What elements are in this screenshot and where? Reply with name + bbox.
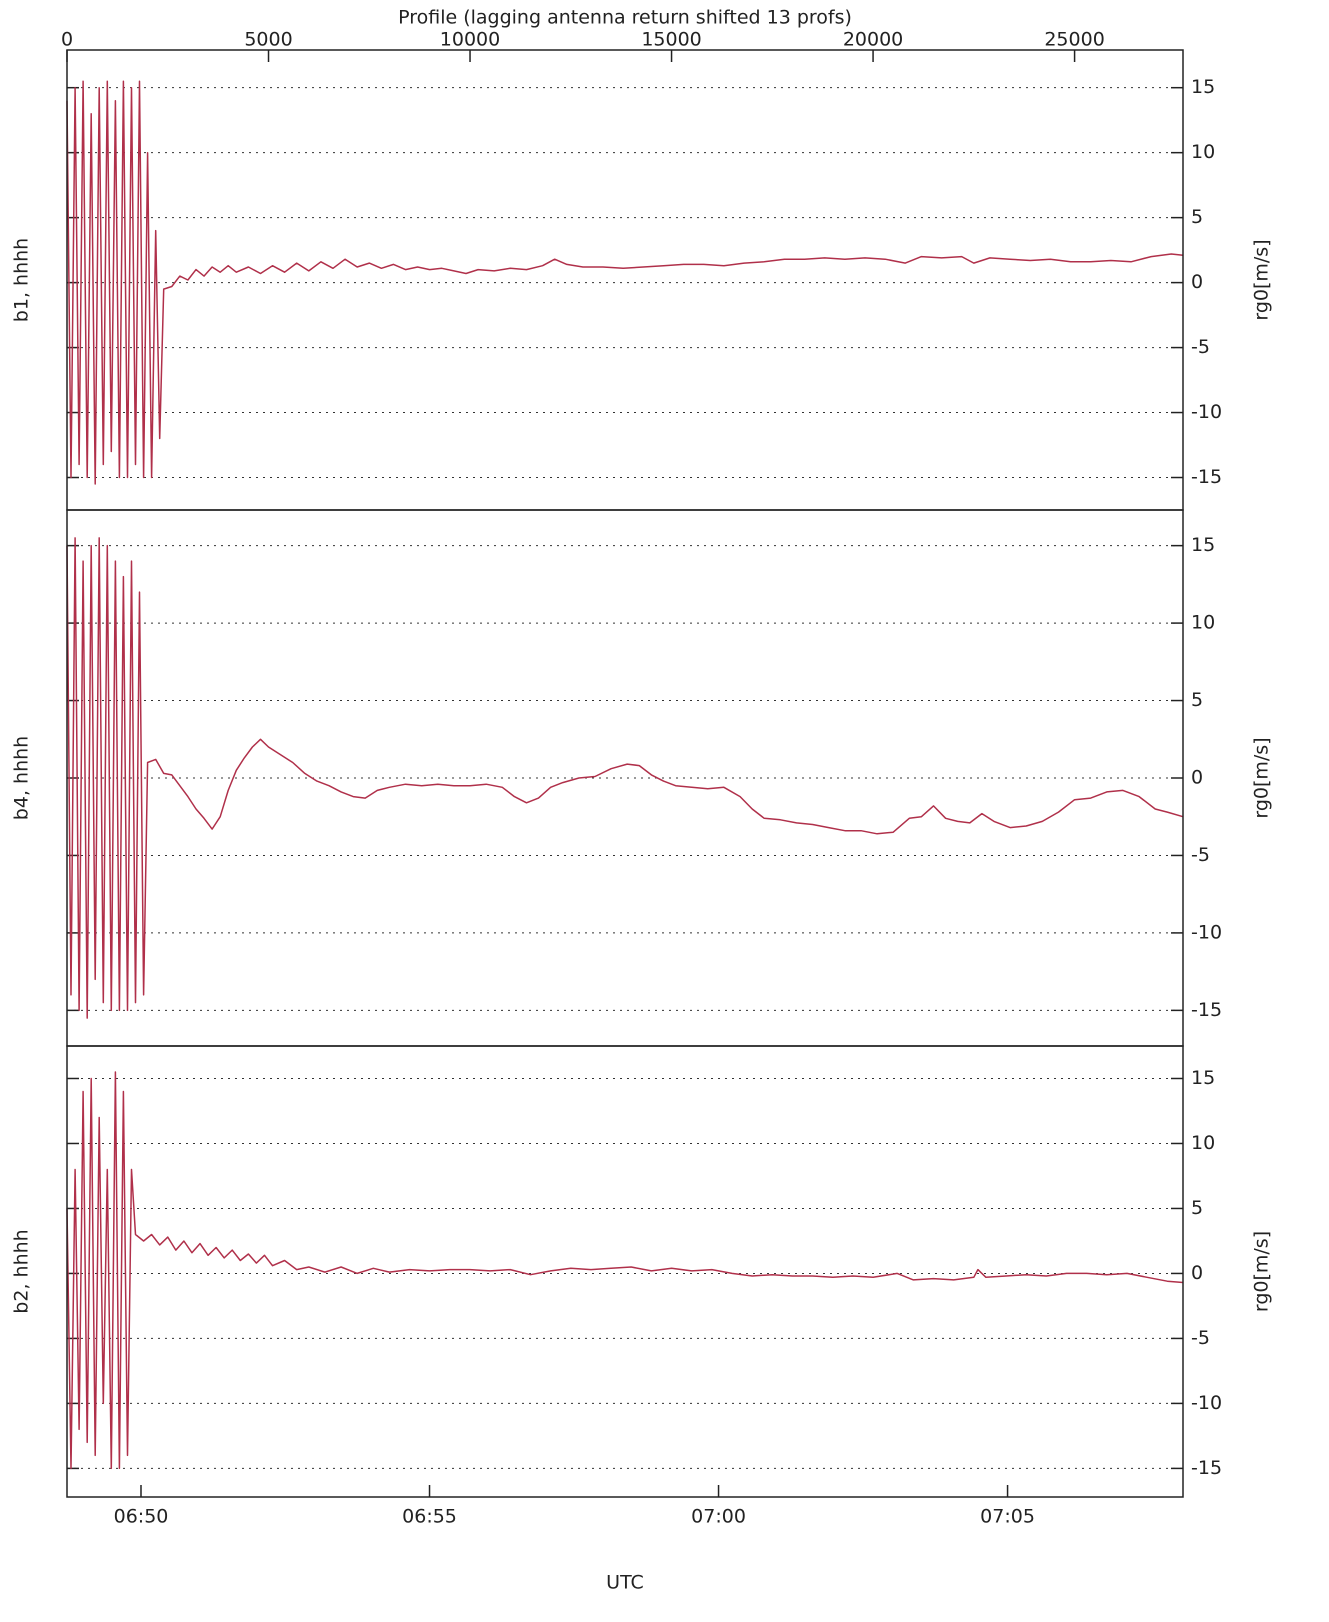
x-tick-label: 07:05: [980, 1506, 1035, 1528]
y-tick-label: 10: [1191, 141, 1215, 163]
y-tick-label: 0: [1191, 767, 1203, 789]
y-tick-label: 5: [1191, 206, 1203, 228]
y-tick-label: 5: [1191, 1197, 1203, 1219]
x-axis-title: UTC: [606, 1572, 644, 1594]
x2-tick-label: 0: [61, 29, 73, 51]
y-tick-label: -15: [1191, 999, 1222, 1021]
x-tick-label: 06:50: [114, 1506, 169, 1528]
x2-tick-label: 20000: [843, 29, 903, 51]
plot-frame: [66, 1045, 1184, 1498]
y-axis-title: rg0[m/s]: [1251, 239, 1273, 320]
y-tick-label: 15: [1191, 76, 1215, 98]
y-tick-label: -15: [1191, 1457, 1222, 1479]
plot-frame: [66, 509, 1184, 1047]
x2-tick-label: 15000: [641, 29, 701, 51]
x2-tick-label: 5000: [244, 29, 292, 51]
y-tick-label: 15: [1191, 1067, 1215, 1089]
y-tick-label: -10: [1191, 401, 1222, 423]
x2-axis-title: Profile (lagging antenna return shifted …: [398, 7, 852, 29]
y-tick-label: 10: [1191, 1132, 1215, 1154]
y-tick-label: -5: [1191, 1327, 1210, 1349]
x2-tick-label: 25000: [1044, 29, 1104, 51]
x-tick-label: 06:55: [402, 1506, 457, 1528]
data-line: [66, 1071, 1184, 1470]
y-tick-label: 10: [1191, 612, 1215, 634]
y-tick-label: -5: [1191, 844, 1210, 866]
y-tick-label: -15: [1191, 466, 1222, 488]
plot-frame: [66, 49, 1184, 511]
panel-label: b4, hhhh: [11, 736, 33, 820]
y-tick-label: 5: [1191, 689, 1203, 711]
panel-label: b2, hhhh: [11, 1229, 33, 1313]
y-tick-label: 15: [1191, 534, 1215, 556]
panel-label: b1, hhhh: [11, 238, 33, 322]
y-tick-label: -10: [1191, 921, 1222, 943]
data-line: [66, 80, 1184, 485]
y-tick-label: 0: [1191, 1262, 1203, 1284]
y-tick-label: -10: [1191, 1392, 1222, 1414]
x2-tick-label: 10000: [440, 29, 500, 51]
data-line: [66, 537, 1184, 1019]
x-tick-label: 07:00: [691, 1506, 746, 1528]
y-tick-label: 0: [1191, 271, 1203, 293]
y-tick-label: -5: [1191, 336, 1210, 358]
y-axis-title: rg0[m/s]: [1251, 737, 1273, 818]
y-axis-title: rg0[m/s]: [1251, 1231, 1273, 1312]
